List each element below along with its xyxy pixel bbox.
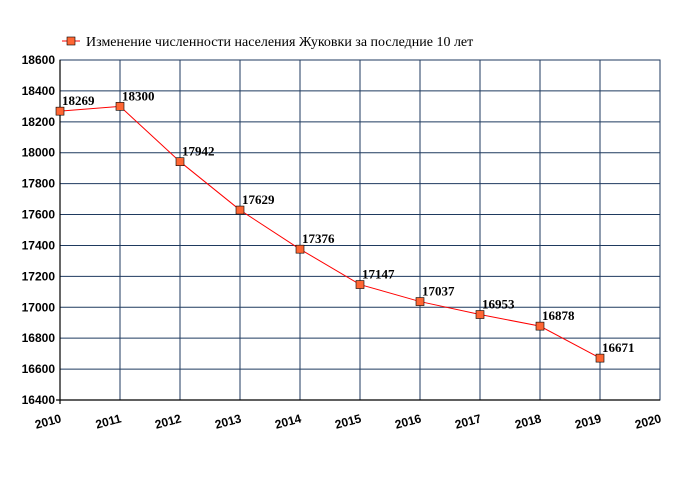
data-point-marker	[115, 102, 125, 111]
y-axis-ticks: 16400 16600 16800 17000 17200 17400 17600 17800…	[22, 53, 56, 407]
data-label: 18269	[62, 93, 95, 108]
data-point-marker	[595, 353, 605, 363]
data-label: 16671	[602, 340, 635, 355]
y-tick-label: 18000	[22, 146, 56, 160]
data-point-marker	[175, 157, 185, 166]
data-label: 17376	[302, 231, 335, 246]
y-tick-label: 17400	[22, 238, 56, 252]
x-tick-label: 2018	[513, 411, 543, 432]
data-point-marker	[475, 310, 485, 319]
data-labels: 18269 18300 17942 17629 17376 17147 17037 16953…	[62, 88, 635, 355]
data-label: 17629	[242, 192, 275, 207]
data-point-marker	[55, 106, 65, 116]
x-tick-label: 2020	[633, 411, 663, 432]
data-label: 16953	[482, 297, 515, 312]
y-tick-label: 18200	[22, 115, 56, 129]
data-label: 17942	[182, 144, 215, 159]
x-axis-ticks: 2010 2011 2012 2013 2014 2015 2016 2017 2018 2019…	[33, 411, 663, 432]
data-label: 17037	[422, 284, 455, 299]
y-tick-label: 18600	[22, 53, 56, 67]
x-tick-label: 2015	[333, 411, 363, 432]
data-point-marker	[295, 244, 305, 254]
legend-label: Изменение численности населения Жуковки …	[86, 35, 473, 50]
data-point-marker	[355, 280, 365, 289]
y-tick-label: 17800	[22, 177, 56, 191]
y-tick-label: 16800	[22, 331, 56, 345]
y-tick-label: 18400	[22, 84, 56, 98]
series-line	[59, 105, 601, 359]
data-point-marker	[415, 297, 425, 306]
y-tick-label: 16600	[22, 362, 56, 376]
x-tick-label: 2010	[33, 411, 63, 432]
legend: Изменение численности населения Жуковки …	[62, 35, 473, 50]
data-markers	[55, 102, 605, 363]
series-polyline	[59, 105, 601, 359]
y-tick-label: 17000	[22, 300, 56, 314]
grid	[56, 59, 661, 404]
data-point-marker	[235, 205, 245, 215]
data-label: 16878	[542, 308, 575, 323]
y-tick-label: 17200	[22, 269, 56, 283]
x-tick-label: 2017	[453, 411, 483, 432]
x-tick-label: 2013	[213, 411, 243, 432]
x-tick-label: 2016	[393, 411, 423, 432]
data-point-marker	[535, 321, 545, 331]
y-tick-label: 16400	[22, 393, 56, 407]
x-tick-label: 2012	[153, 411, 183, 432]
x-tick-label: 2019	[573, 411, 603, 432]
x-tick-label: 2014	[273, 411, 303, 432]
data-label: 17147	[362, 267, 395, 282]
x-tick-label: 2011	[94, 411, 123, 431]
legend-marker-swatch	[66, 36, 76, 46]
data-label: 18300	[122, 88, 155, 103]
y-tick-label: 17600	[22, 208, 56, 222]
